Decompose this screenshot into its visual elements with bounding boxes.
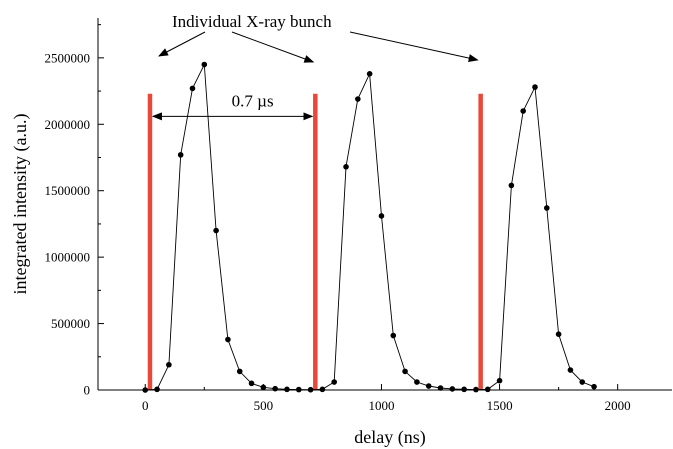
data-point bbox=[343, 164, 349, 170]
data-point bbox=[484, 386, 491, 393]
data-point bbox=[260, 384, 267, 391]
data-point bbox=[449, 386, 456, 392]
series-line bbox=[145, 62, 595, 391]
data-point bbox=[520, 108, 526, 114]
y-axis-ticks: 0 500000 1000000 1500000 2000000 2500000 bbox=[45, 24, 104, 398]
annotations: Individual X-ray bunch 0.7 µs bbox=[151, 12, 479, 121]
data-point bbox=[496, 377, 503, 384]
intensity-series bbox=[142, 61, 597, 393]
data-point bbox=[272, 385, 278, 392]
data-point bbox=[355, 96, 361, 102]
data-point bbox=[414, 379, 420, 385]
x-tick-label: 500 bbox=[254, 398, 274, 413]
data-point bbox=[425, 383, 432, 389]
data-point bbox=[213, 227, 219, 234]
data-point bbox=[154, 386, 160, 393]
bunch-label: Individual X-ray bunch bbox=[172, 12, 332, 31]
data-point bbox=[166, 361, 172, 368]
x-tick-label: 2000 bbox=[605, 398, 631, 413]
data-point bbox=[591, 383, 597, 390]
data-point bbox=[508, 182, 515, 189]
data-point bbox=[366, 71, 373, 77]
data-point bbox=[555, 331, 562, 338]
data-point bbox=[461, 386, 467, 393]
data-point bbox=[532, 84, 538, 90]
data-point bbox=[248, 380, 255, 387]
bunch-arrow bbox=[349, 31, 479, 62]
bunch-markers bbox=[147, 93, 483, 390]
data-point bbox=[567, 367, 574, 373]
y-tick-label: 0 bbox=[84, 383, 91, 398]
y-tick-label: 500000 bbox=[51, 316, 90, 331]
bunch-arrow bbox=[158, 31, 206, 57]
y-tick-label: 2000000 bbox=[45, 117, 91, 132]
x-axis-ticks: 0 500 1000 1500 2000 bbox=[142, 384, 631, 413]
y-tick-label: 1500000 bbox=[45, 183, 91, 198]
x-tick-label: 1500 bbox=[487, 398, 513, 413]
y-tick-label: 1000000 bbox=[45, 250, 91, 265]
data-point bbox=[201, 61, 208, 68]
data-point bbox=[177, 152, 184, 158]
data-point bbox=[225, 336, 231, 343]
y-tick-label: 2500000 bbox=[45, 50, 91, 65]
x-tick-label: 0 bbox=[142, 398, 149, 413]
data-point bbox=[378, 213, 385, 219]
data-point bbox=[437, 385, 444, 391]
data-point bbox=[319, 386, 326, 393]
data-point bbox=[390, 332, 397, 339]
y-axis-title: integrated intensity (a.u.) bbox=[10, 114, 31, 295]
x-axis-title: delay (ns) bbox=[354, 427, 425, 448]
data-point bbox=[236, 368, 243, 375]
data-point bbox=[544, 205, 550, 211]
data-point bbox=[284, 386, 290, 393]
data-point bbox=[579, 379, 586, 385]
x-tick-label: 1000 bbox=[368, 398, 394, 413]
data-point bbox=[331, 379, 338, 385]
spacing-label: 0.7 µs bbox=[232, 91, 274, 110]
bunch-arrow bbox=[231, 31, 315, 63]
data-point bbox=[189, 85, 196, 92]
data-point bbox=[402, 368, 408, 375]
